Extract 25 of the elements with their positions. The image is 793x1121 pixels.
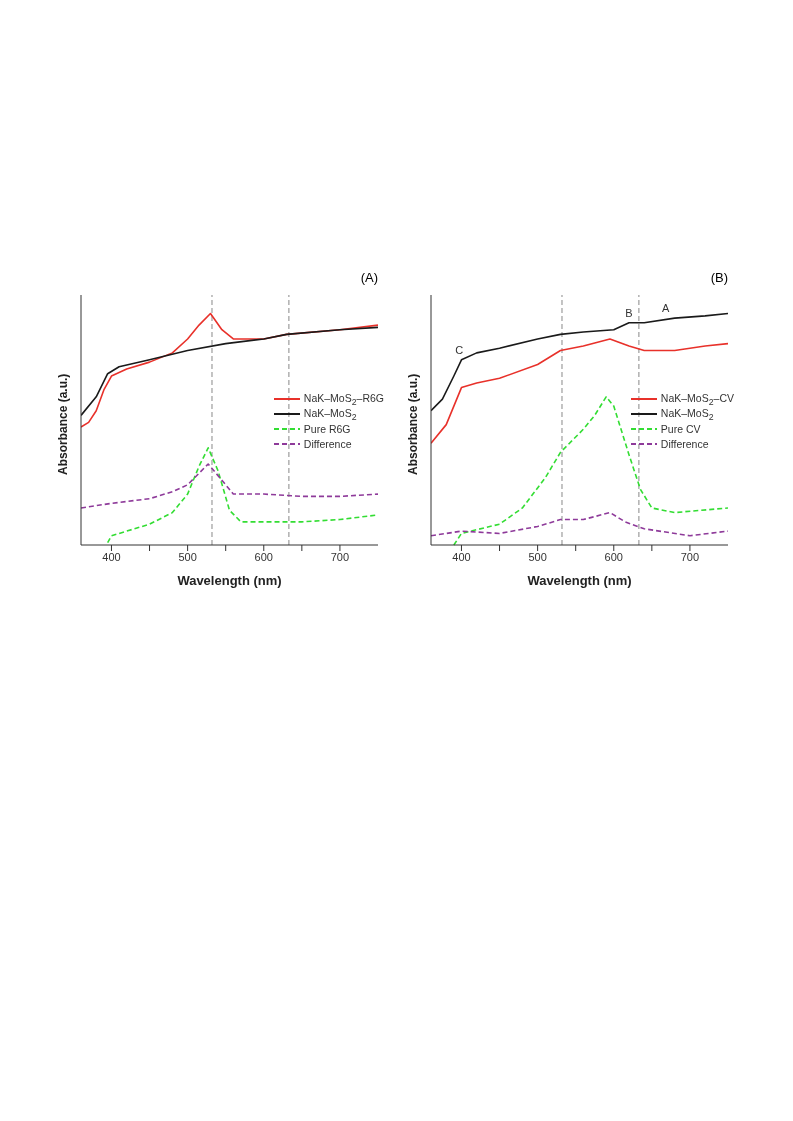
annotation: C	[455, 343, 464, 356]
x-tick-label: 500	[178, 550, 197, 563]
x-tick-label: 600	[604, 550, 623, 563]
legend-label: NaK–MoS$_{2}$	[303, 406, 357, 422]
legend-label: NaK–MoS$_{2}$–CV	[660, 391, 734, 407]
legend-label: Difference	[303, 438, 352, 451]
annotation: B	[625, 306, 633, 319]
x-tick-label: 500	[528, 550, 547, 563]
y-axis-title: Absorbance (a.u.)	[406, 373, 421, 475]
y-axis-title: Absorbance (a.u.)	[56, 373, 71, 475]
x-axis-title: Wavelength (nm)	[177, 573, 282, 588]
x-axis-title: Wavelength (nm)	[527, 573, 632, 588]
x-tick-label: 400	[452, 550, 471, 563]
annotation: A	[661, 302, 670, 315]
x-tick-label: 700	[680, 550, 700, 563]
legend-label: Pure R6G	[303, 423, 351, 436]
legend-label: Pure CV	[660, 423, 701, 436]
legend-label: Difference	[660, 438, 709, 451]
x-tick-label: 700	[330, 550, 350, 563]
chart-title: (A)	[359, 270, 379, 287]
x-tick-label: 600	[254, 550, 273, 563]
chart-title: (B)	[709, 270, 729, 287]
legend-label: NaK–MoS$_{2}$	[660, 406, 714, 422]
x-tick-label: 400	[102, 550, 121, 563]
legend-label: NaK–MoS$_{2}$–R6G	[303, 391, 384, 407]
